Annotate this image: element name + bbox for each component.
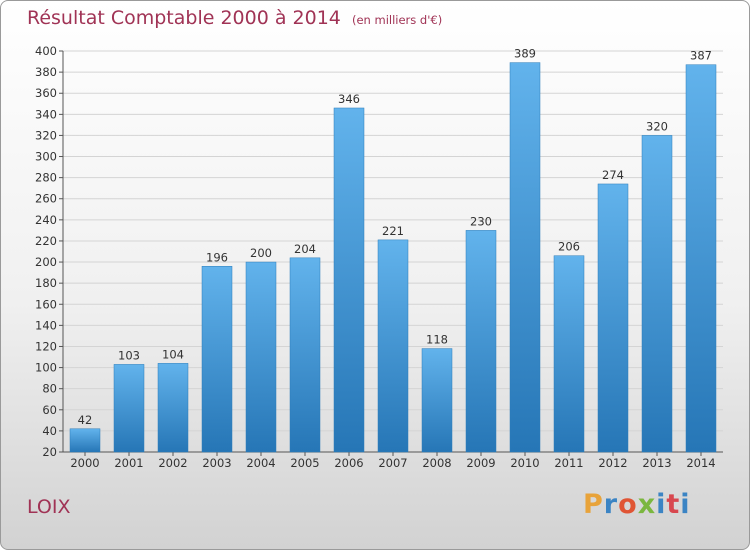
bar-value-label: 221 [382,224,404,238]
bar [289,257,321,453]
y-tick-label: 120 [35,339,57,353]
bar-value-label: 274 [602,168,624,182]
bar-value-label: 204 [294,242,316,256]
data-labels: 42 103 104 196 200 204 346 221 118 230 389 206 274 32… [78,47,712,427]
bar-value-label: 389 [514,47,536,61]
y-tick-label: 180 [35,276,57,290]
y-tick-label: 320 [35,128,57,142]
y-tick-label: 240 [35,213,57,227]
y-tick-label: 400 [35,44,57,58]
bar [509,62,541,453]
y-tick-label: 300 [35,150,57,164]
bar-value-label: 104 [162,347,184,361]
x-tick-label: 2004 [246,456,275,470]
bar [113,364,145,453]
y-tick-label: 100 [35,361,57,375]
bar [421,348,453,453]
bar [553,255,585,453]
title-row: Résultat Comptable 2000 à 2014 (en milli… [27,7,442,29]
y-tick-label: 160 [35,297,57,311]
bar [377,239,409,453]
bar [201,266,233,453]
x-tick-label: 2000 [70,456,99,470]
x-tick-label: 2005 [290,456,319,470]
commune-name: LOIX [27,496,71,518]
bar [69,428,101,453]
y-tick-label: 280 [35,171,57,185]
x-tick-label: 2001 [114,456,143,470]
bar-value-label: 196 [206,250,228,264]
x-tick-label: 2002 [158,456,187,470]
bar-value-label: 200 [250,246,272,260]
x-tick-label: 2007 [378,456,407,470]
y-tick-label: 80 [42,382,57,396]
x-tick-label: 2011 [554,456,583,470]
y-tick-label: 360 [35,86,57,100]
bar-value-label: 103 [118,348,140,362]
bar-value-label: 320 [646,119,668,133]
x-tick-label: 2003 [202,456,231,470]
x-tick-label: 2006 [334,456,363,470]
proxiti-logo: Proxiti [583,489,691,520]
y-tick-label: 140 [35,318,57,332]
y-tick-label: 380 [35,65,57,79]
x-tick-label: 2008 [422,456,451,470]
y-tick-label: 340 [35,107,57,121]
bar-value-label: 230 [470,214,492,228]
bar [685,64,717,453]
bar [465,230,497,453]
bar [157,363,189,453]
bar [245,261,277,453]
bar-value-label: 42 [78,413,93,427]
chart-title: Résultat Comptable 2000 à 2014 [27,7,341,29]
y-tick-label: 20 [42,445,57,459]
y-tick-label: 60 [42,403,57,417]
bar-value-label: 118 [426,333,448,347]
bar-value-label: 346 [338,92,360,106]
y-tick-label: 200 [35,255,57,269]
y-tick-label: 260 [35,192,57,206]
bar [333,107,365,453]
chart-subtitle: (en milliers d'€) [351,13,443,27]
bars [69,62,717,453]
x-tick-label: 2014 [686,456,715,470]
x-tick-label: 2012 [598,456,627,470]
bar-value-label: 387 [690,49,712,63]
axes: 20 40 60 80 100 120 140 160 180 200 220 240 260 280 30… [35,44,723,470]
x-tick-label: 2013 [642,456,671,470]
x-tick-label: 2010 [510,456,539,470]
bar [597,183,629,453]
y-tick-label: 40 [42,424,57,438]
bar [641,135,673,453]
x-tick-label: 2009 [466,456,495,470]
bar-value-label: 206 [558,240,580,254]
y-tick-label: 220 [35,234,57,248]
